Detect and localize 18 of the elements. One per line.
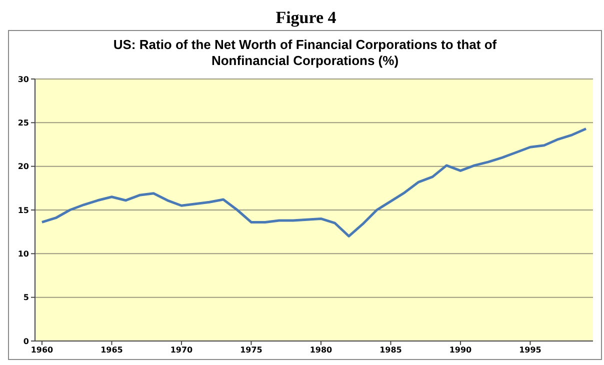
chart-title: Figure 4 (274, 8, 338, 29)
y-tick-label: 0 (23, 336, 30, 346)
x-tick-label: 1995 (519, 346, 542, 355)
y-tick-label: 5 (23, 293, 30, 302)
x-tick-label: 1980 (310, 346, 333, 355)
y-tick-label: 25 (18, 118, 30, 128)
x-tick-label: 1975 (240, 346, 263, 355)
x-tick-label: 1970 (170, 346, 194, 355)
y-tick-label: 10 (18, 250, 30, 259)
x-tick-label: 1990 (449, 346, 472, 355)
y-tick-label: 20 (18, 162, 30, 172)
x-tick-label: 1985 (380, 346, 402, 355)
chart-subtitle: US: Ratio of the Net Worth of Financial Corporations to that of Nonfinancial Corporations (%) (112, 37, 498, 70)
x-tick-label: 1965 (100, 346, 124, 355)
y-tick-label: 15 (18, 206, 30, 215)
x-tick-label: 1960 (30, 346, 54, 355)
line-series (40, 128, 588, 238)
y-tick-label: 30 (18, 74, 30, 84)
